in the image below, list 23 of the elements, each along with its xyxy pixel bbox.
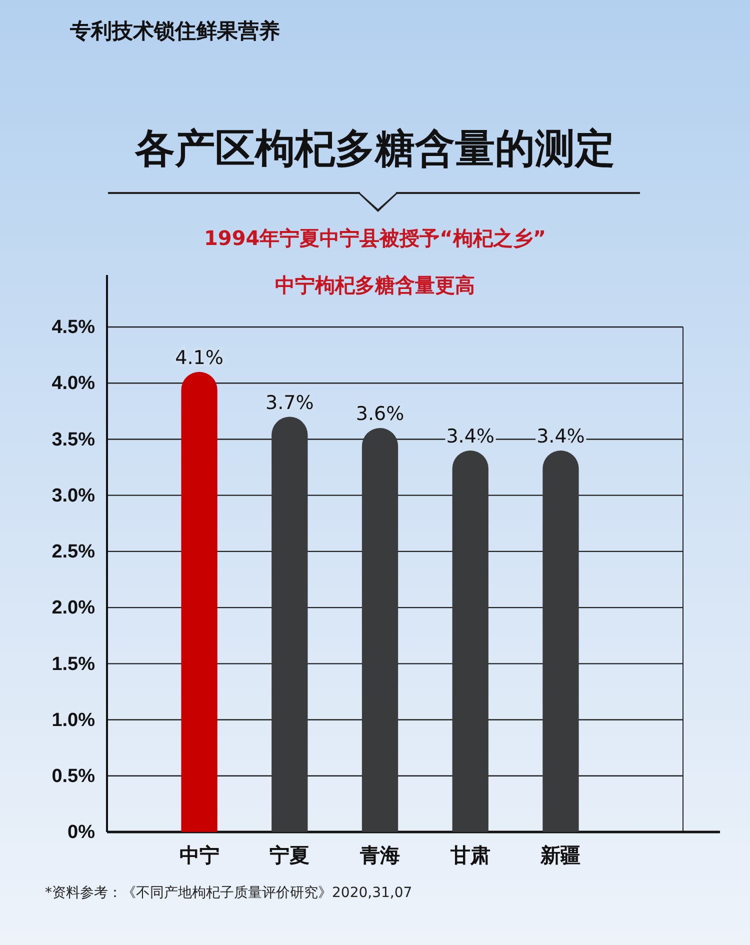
data-label: 3.7% [266,392,314,414]
y-tick-label: 1.5% [52,654,96,675]
y-tick-label: 4.5% [52,317,96,338]
x-tick-label: 青海 [359,845,400,868]
y-tick-label: 4.0% [52,373,96,394]
x-tick-label: 新疆 [540,844,581,868]
y-tick-label: 3.5% [52,429,96,450]
y-tick-label: 0% [68,822,96,844]
x-tick-label: 宁夏 [270,844,310,868]
y-tick-label: 1.0% [52,710,96,731]
text: 专利技术锁住鲜果营养 [69,19,280,43]
text: 中宁枸杞多糖含量更高 [275,273,475,297]
text: *资料参考：《不同产地枸杞子质量评价研究》2020,31,07 [45,885,412,901]
chart-title: 各产区枸杞多糖含量的测定 [134,126,615,172]
chart-subtitle: 1994年宁夏中宁县被授予“枸杞之乡” [204,226,546,250]
x-tick-label: 中宁 [179,844,220,868]
data-label: 3.6% [356,403,404,425]
y-tick-label: 3.0% [52,485,96,506]
data-label: 4.1% [175,346,224,369]
y-tick-label: 2.0% [52,598,96,619]
y-tick-label: 2.5% [52,542,96,563]
x-tick-label: 甘肃 [449,845,490,868]
y-tick-label: 0.5% [52,766,96,787]
